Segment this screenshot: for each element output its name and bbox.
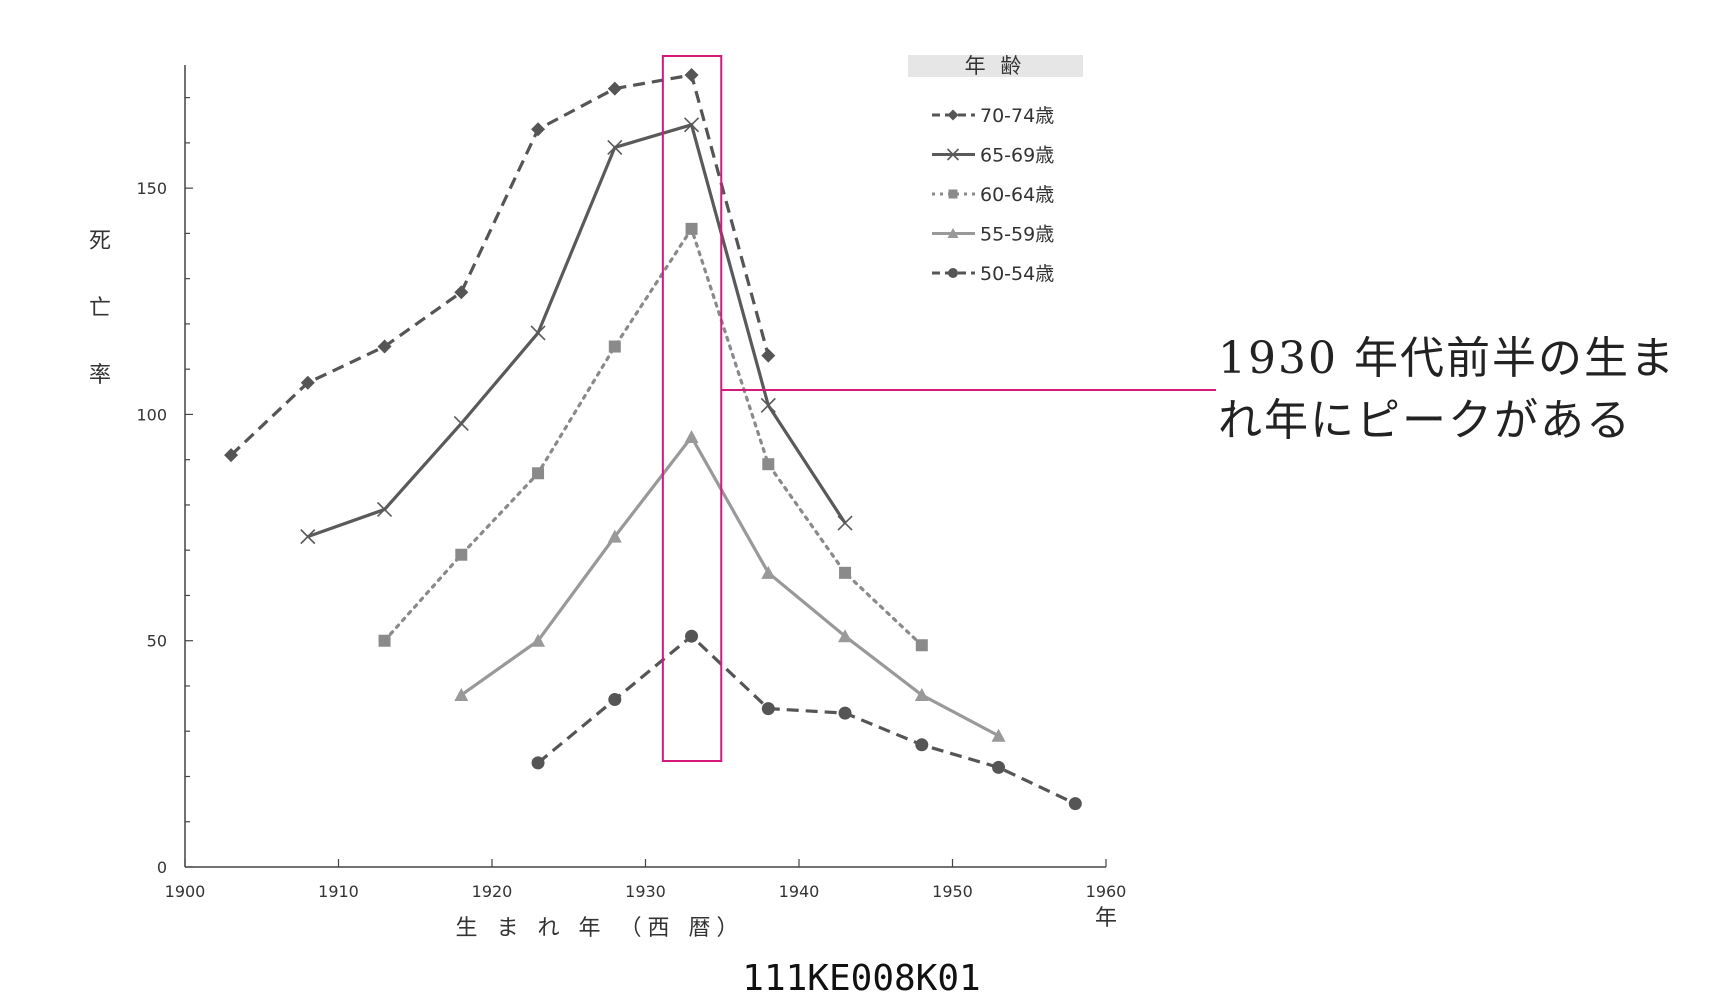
data-point-x	[760, 397, 776, 413]
figure-code: 111KE008K01	[742, 958, 981, 999]
data-point-x	[683, 117, 700, 133]
data-point-circle	[685, 629, 699, 643]
x-tick-label: 1950	[932, 882, 973, 901]
data-point-diamond	[947, 109, 959, 121]
data-point-diamond	[377, 339, 392, 354]
highlight-box	[661, 55, 723, 762]
data-point-circle	[531, 756, 545, 770]
data-point-triangle	[947, 228, 959, 238]
x-axis-title: 生 ま れ 年 （西 暦）	[456, 916, 745, 941]
data-point-triangle	[454, 688, 469, 702]
data-point-circle	[915, 738, 929, 752]
legend-label-70-74歳: 70-74歳	[980, 105, 1054, 127]
series-layer	[224, 68, 1082, 811]
data-point-triangle	[607, 529, 622, 543]
axes: 0 50 100 150 1900 1910 1920 1930 1940 1950 1960 死亡率…	[89, 65, 1126, 941]
peak-annotation: 1930 年代前半の生ま れ年にピークがある	[1218, 328, 1718, 452]
series-65-69歳	[300, 117, 853, 545]
data-point-square	[839, 566, 852, 579]
x-tick-label: 1910	[318, 882, 359, 901]
y-tick-label: 150	[136, 179, 167, 198]
y-tick-label: 0	[157, 858, 167, 877]
data-point-diamond	[531, 122, 546, 137]
series-line	[537, 634, 1076, 806]
data-point-square	[378, 634, 391, 647]
x-axis-unit: 年	[1095, 906, 1117, 931]
data-point-x	[453, 415, 469, 432]
legend-label-60-64歳: 60-64歳	[980, 184, 1054, 206]
data-point-triangle	[531, 633, 546, 647]
data-point-circle	[608, 693, 622, 707]
y-axis-title-char: 亡	[89, 296, 111, 321]
legend-label-50-54歳: 50-54歳	[980, 263, 1054, 285]
data-point-circle	[761, 702, 775, 716]
data-point-circle	[838, 706, 852, 720]
series-line	[460, 434, 1000, 738]
data-point-square	[685, 222, 698, 235]
data-point-x	[300, 529, 316, 545]
data-point-x	[607, 139, 623, 155]
series-line	[307, 122, 847, 539]
legend-title: 年 齢	[965, 54, 1026, 78]
data-point-diamond	[454, 285, 469, 300]
data-point-square	[915, 639, 928, 652]
data-point-square	[455, 548, 468, 561]
data-point-x	[376, 501, 393, 518]
data-point-triangle	[914, 688, 929, 702]
data-point-triangle	[684, 430, 699, 444]
series-55-59歳	[454, 430, 1006, 742]
data-point-diamond	[224, 448, 239, 463]
series-line	[382, 225, 924, 647]
data-point-x	[837, 515, 853, 531]
data-point-x	[530, 325, 546, 341]
data-point-triangle	[838, 629, 853, 643]
highlight-layer	[661, 55, 1216, 762]
data-point-square	[532, 467, 545, 480]
x-tick-label: 1900	[165, 882, 206, 901]
series-line	[229, 73, 770, 457]
series-60-64歳	[378, 222, 928, 652]
annotation-line-1: 1930 年代前半の生ま	[1218, 333, 1676, 384]
data-point-triangle	[991, 728, 1006, 742]
annotation-line-2: れ年にピークがある	[1218, 395, 1632, 446]
series-70-74歳	[224, 68, 776, 463]
data-point-diamond	[761, 348, 776, 363]
x-tick-label: 1930	[625, 882, 666, 901]
legend: 年 齢 70-74歳 65-69歳 60-64歳 55-59歳 50-54歳	[908, 54, 1083, 285]
legend-label-55-59歳: 55-59歳	[980, 224, 1054, 246]
data-point-circle	[948, 268, 958, 278]
data-point-square	[608, 340, 621, 353]
data-point-diamond	[684, 68, 699, 82]
y-axis-title-char: 率	[89, 363, 111, 388]
data-point-diamond	[300, 375, 315, 390]
legend-title-bg	[908, 55, 1083, 77]
y-axis-title-char: 死	[89, 229, 111, 254]
data-point-x	[946, 148, 960, 161]
x-tick-label: 1960	[1086, 882, 1127, 901]
series-50-54歳	[531, 629, 1082, 811]
data-point-circle	[1068, 797, 1082, 811]
y-tick-label: 50	[147, 632, 167, 651]
y-tick-label: 100	[136, 405, 167, 424]
x-tick-label: 1920	[472, 882, 513, 901]
data-point-diamond	[607, 81, 622, 96]
legend-label-65-69歳: 65-69歳	[980, 145, 1054, 167]
x-tick-label: 1940	[779, 882, 820, 901]
data-point-square	[762, 458, 775, 471]
data-point-circle	[992, 760, 1006, 774]
data-point-triangle	[761, 565, 776, 579]
data-point-square	[948, 189, 958, 199]
